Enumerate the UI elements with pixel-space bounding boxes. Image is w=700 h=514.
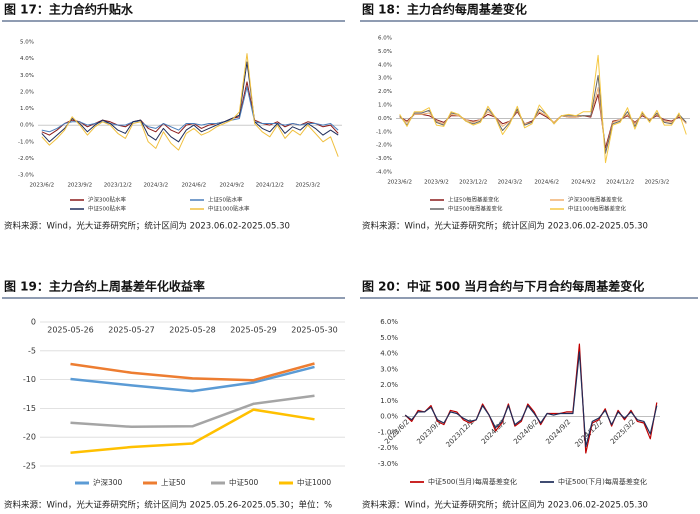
chart-title: 图 18：主力合约每周基差变化	[362, 2, 527, 17]
y-tick-label: 4.0%	[20, 56, 34, 62]
x-tick-label: 2025/3/2	[295, 183, 320, 189]
source-note: 资料来源：Wind，光大证券研究所；统计区间为 2025.05.26-2025.…	[4, 500, 332, 511]
series-line	[41, 86, 339, 133]
y-tick-label: -3.0%	[378, 460, 399, 468]
y-tick-label: 2.0%	[380, 381, 398, 389]
legend-label: 沪深300贴水率	[88, 196, 126, 204]
legend-label: 中证500(下月)每周基差变化	[558, 477, 647, 486]
y-tick-label: -4.0%	[376, 170, 392, 176]
x-tick-label: 2023/9/2	[424, 180, 449, 186]
y-tick-label: 5.0%	[380, 334, 398, 342]
y-tick-label: -5	[28, 346, 36, 355]
series-line	[70, 394, 315, 429]
y-tick-label: -15	[23, 404, 36, 413]
y-tick-label: 4.0%	[380, 350, 398, 358]
legend-label: 上证50每周基差变化	[448, 196, 499, 204]
chart-title: 图 19：主力合约上周基差年化收益率	[4, 279, 205, 294]
y-tick-label: 2.0%	[20, 89, 34, 95]
series-line	[41, 53, 339, 157]
y-tick-label: -10	[23, 375, 36, 384]
series-line	[399, 93, 687, 149]
x-tick-label: 2024/9/2	[219, 183, 244, 189]
series-line	[399, 87, 687, 153]
y-tick-label: 1.0%	[20, 106, 34, 112]
source-note: 资料来源：Wind，光大证券研究所；统计区间为 2023.06.02-2025.…	[4, 221, 290, 232]
series-line	[70, 408, 315, 455]
legend-label: 中证500贴水率	[88, 205, 126, 213]
y-tick-label: -2.0%	[378, 444, 399, 452]
legend-label: 中证1000	[297, 477, 331, 487]
y-tick-label: 0.0%	[380, 413, 398, 421]
y-tick-label: -3.0%	[18, 173, 34, 179]
y-tick-label: 5.0%	[378, 49, 392, 55]
y-tick-label: 6.0%	[378, 36, 392, 42]
x-tick-label: 2025/3/2	[645, 180, 670, 186]
y-tick-label: 3.0%	[20, 73, 34, 79]
legend-label: 中证500(当月)每周基差变化	[428, 477, 517, 486]
series-line	[41, 81, 339, 136]
series-line	[399, 75, 687, 154]
x-tick-label: 2023/9/2	[67, 183, 92, 189]
legend-label: 中证500每周基差变化	[448, 205, 503, 213]
chart-title: 图 17：主力合约升贴水	[4, 2, 134, 17]
y-tick-label: 0.0%	[378, 116, 392, 122]
y-tick-label: 1.0%	[380, 397, 398, 405]
series-line	[70, 365, 315, 393]
x-tick-label: 2024/3/2	[498, 180, 523, 186]
x-tick-label: 2023/6/2	[29, 183, 54, 189]
x-tick-label: 2024/6/2	[512, 418, 540, 446]
legend-label: 中证1000每周基差变化	[568, 205, 626, 213]
x-tick-label: 2024/12/2	[256, 183, 284, 189]
x-tick-label: 2024/3/2	[480, 418, 508, 446]
legend-label: 上证50贴水率	[208, 196, 243, 204]
x-tick-label: 2024/12/2	[606, 180, 634, 186]
x-tick-label: 2024/9/2	[571, 180, 596, 186]
legend-label: 上证50	[161, 478, 186, 487]
x-tick-label: 2025-05-28	[169, 326, 216, 335]
y-tick-label: 3.0%	[380, 365, 398, 373]
y-tick-label: 4.0%	[378, 62, 392, 68]
x-tick-label: 2025-05-29	[230, 326, 277, 335]
series-line	[41, 61, 339, 143]
y-tick-label: -1.0%	[378, 428, 399, 436]
legend-label: 中证1000贴水率	[208, 205, 250, 213]
x-tick-label: 2024/3/2	[143, 183, 168, 189]
y-tick-label: 0	[31, 318, 36, 327]
x-tick-label: 2024/6/2	[181, 183, 206, 189]
y-tick-label: -3.0%	[376, 156, 392, 162]
x-tick-label: 2025-05-30	[291, 326, 338, 335]
y-tick-label: 0.0%	[20, 123, 34, 129]
legend-label: 沪深300每周基差变化	[568, 196, 623, 204]
legend-label: 中证500	[229, 477, 259, 487]
x-tick-label: 2025-05-27	[108, 326, 155, 335]
source-note: 资料来源：Wind，光大证券研究所；统计区间为 2023.06.02-2025.…	[362, 500, 648, 511]
source-note: 资料来源：Wind，光大证券研究所；统计区间为 2023.06.02-2025.…	[362, 221, 648, 232]
x-tick-label: 2023/12/2	[104, 183, 132, 189]
x-tick-label: 2024/6/2	[534, 180, 559, 186]
y-tick-label: -1.0%	[18, 139, 34, 145]
x-tick-label: 2025-05-26	[47, 326, 94, 335]
y-tick-label: 2.0%	[378, 89, 392, 95]
y-tick-label: 3.0%	[378, 76, 392, 82]
y-tick-label: -2.0%	[376, 143, 392, 149]
x-tick-label: 2023/6/2	[387, 180, 412, 186]
x-tick-label: 2024/9/2	[544, 418, 572, 446]
y-tick-label: -20	[23, 433, 36, 442]
series-line	[404, 351, 658, 448]
x-tick-label: 2023/12/2	[459, 180, 487, 186]
series-line	[399, 54, 687, 164]
y-tick-label: -2.0%	[18, 156, 34, 162]
y-tick-label: 6.0%	[380, 318, 398, 326]
legend-label: 沪深300	[93, 477, 123, 487]
y-tick-label: 1.0%	[378, 103, 392, 109]
series-line	[70, 362, 315, 382]
y-tick-label: -1.0%	[376, 129, 392, 135]
chart-title: 图 20：中证 500 当月合约与下月合约每周基差变化	[362, 279, 644, 294]
y-tick-label: 5.0%	[20, 40, 34, 46]
y-tick-label: -25	[23, 462, 36, 471]
